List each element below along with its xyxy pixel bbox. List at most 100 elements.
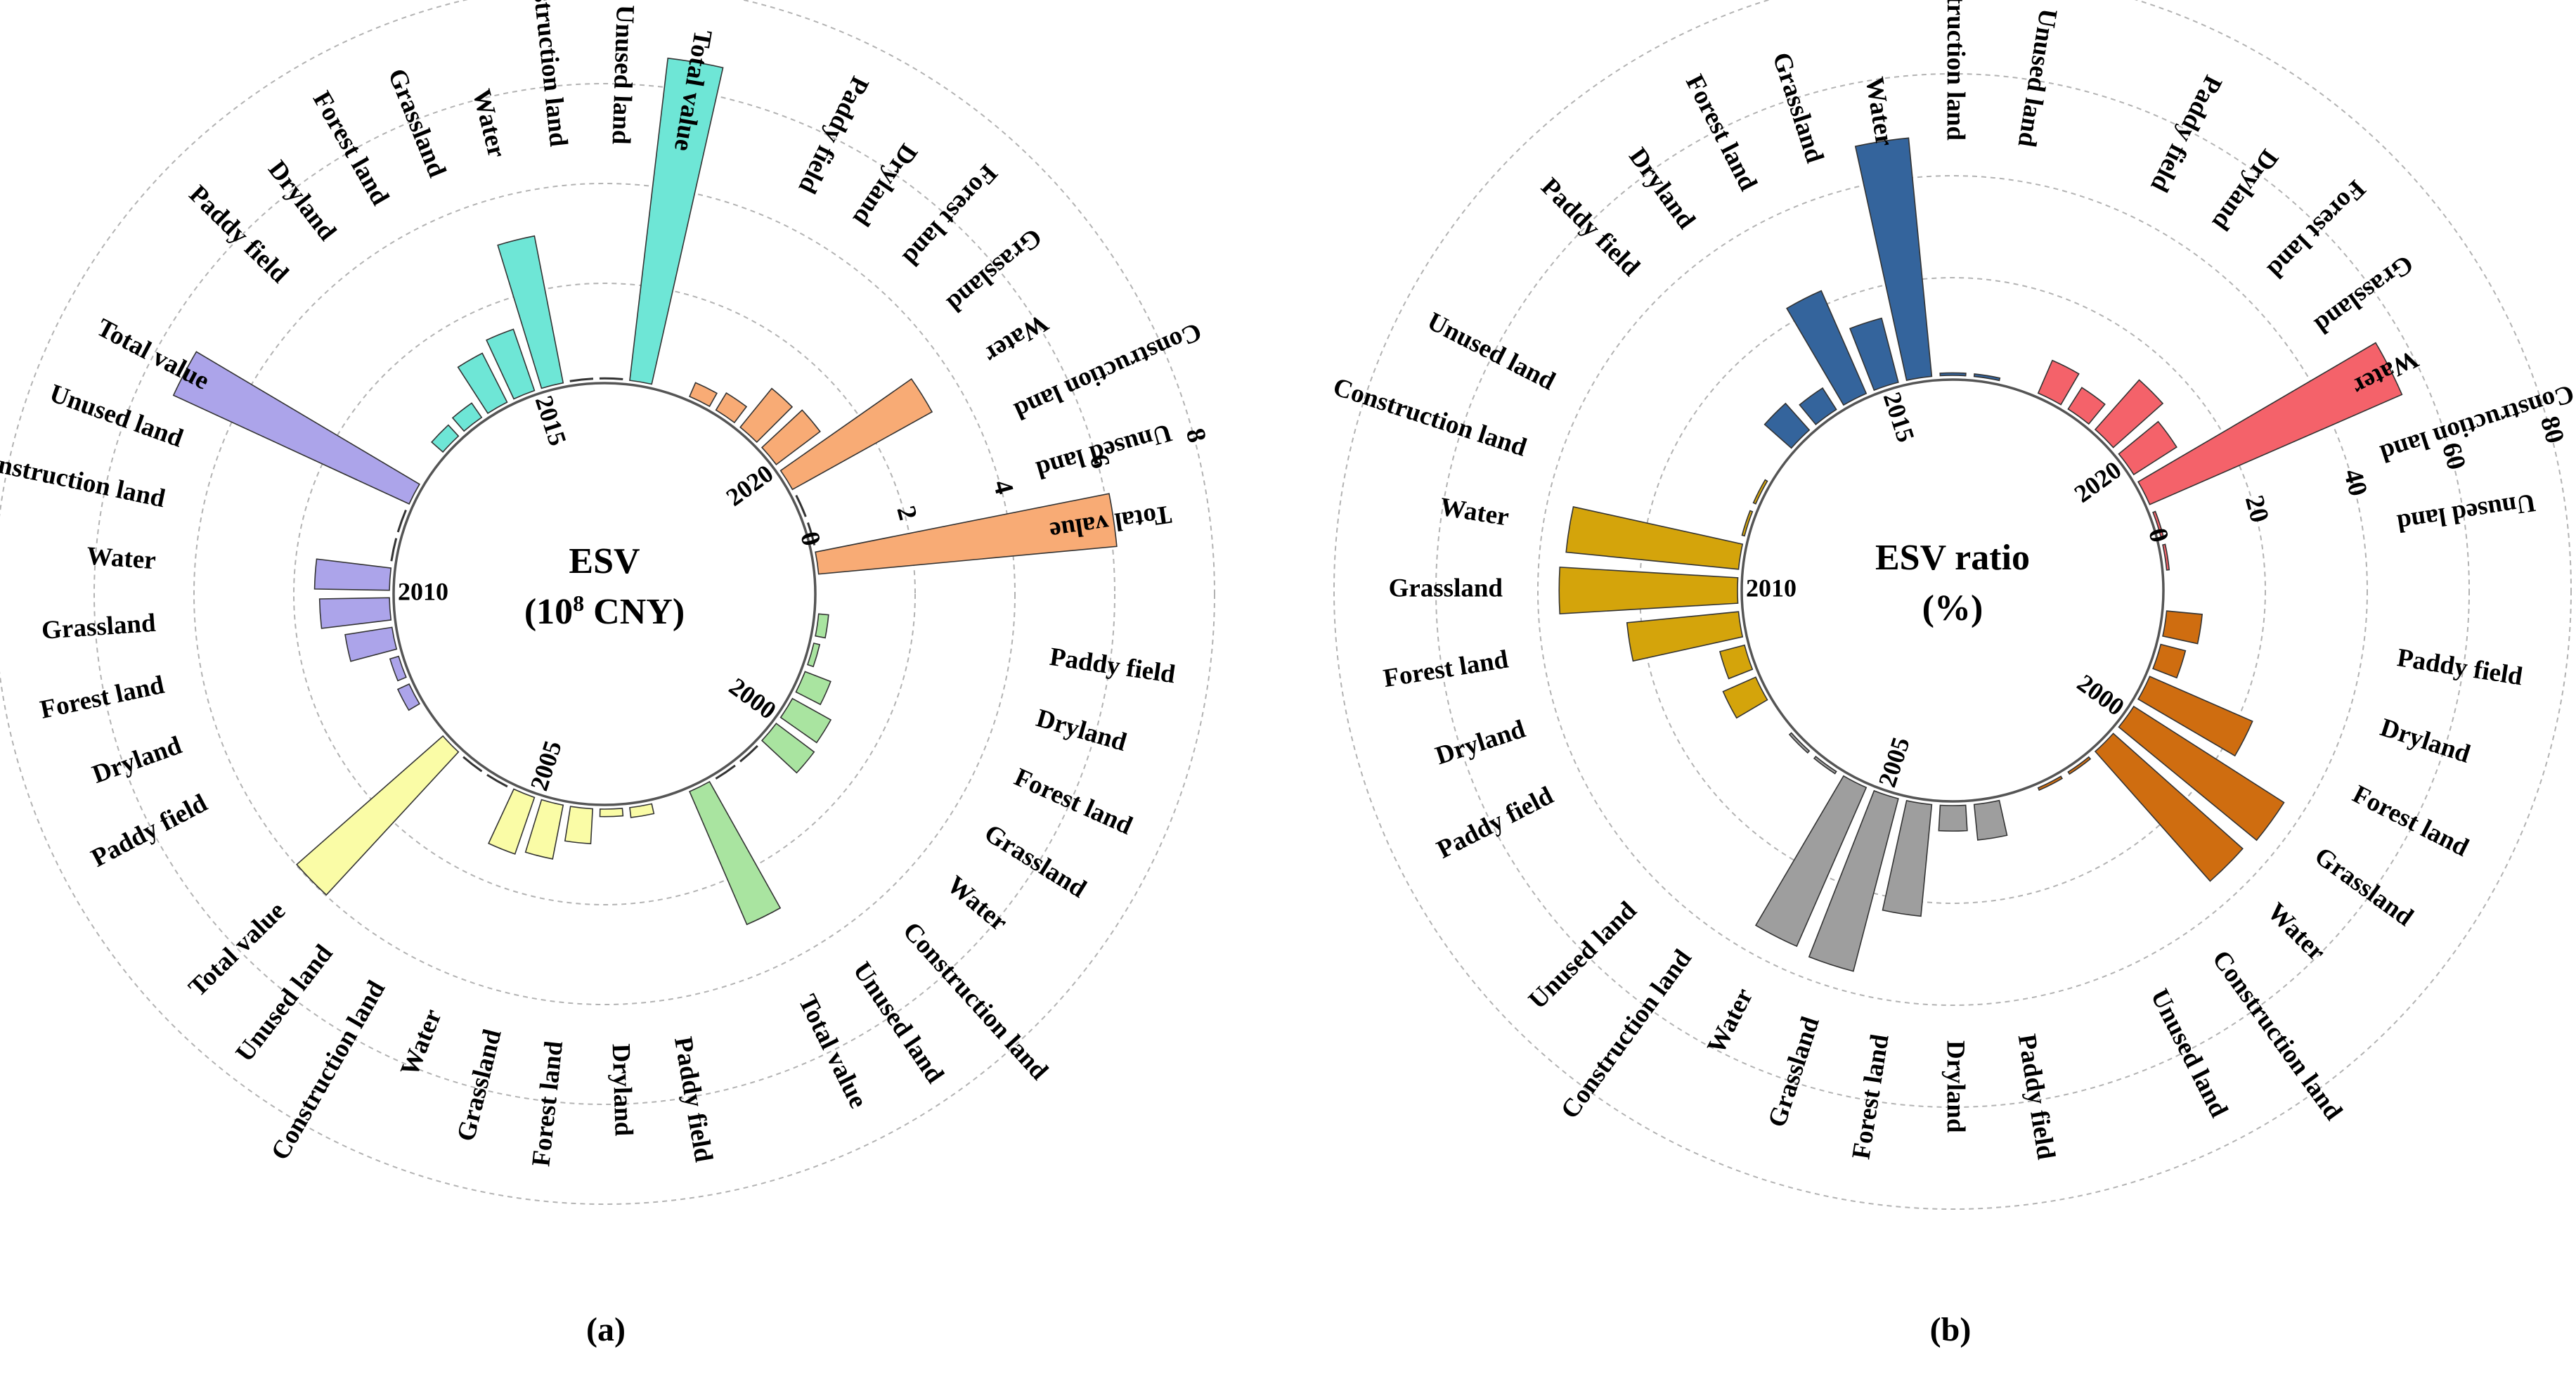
bar-2005-water	[488, 788, 536, 855]
bar-2000-grassland	[779, 697, 832, 744]
bar-2000-dryland	[2152, 643, 2187, 679]
bar-2005-unused-land	[462, 756, 483, 773]
center-subtitle-sup: 8	[573, 590, 584, 616]
bar-2015-grassland	[486, 328, 536, 400]
center-title: ESV	[569, 541, 640, 581]
bar-2020-paddy-field	[689, 382, 718, 408]
category-label-2015-paddy-field: Paddy field	[1535, 172, 1645, 282]
grid-ring-8	[0, 0, 1215, 1205]
bar-2020-unused-land	[2162, 543, 2170, 571]
bar-2000-total-value	[689, 780, 782, 926]
bar-2010-grassland	[1558, 567, 1739, 614]
bar-2000-dryland	[807, 643, 821, 668]
grid-ring-6	[93, 83, 1115, 1105]
year-label-2005: 2005	[1873, 734, 1915, 791]
bar-2015-total-value	[629, 57, 724, 385]
category-label-2010-forest-land: Forest land	[1381, 645, 1510, 693]
bar-2015-water	[497, 235, 564, 389]
bar-2000-construction-land	[2067, 756, 2092, 775]
bar-2020-total-value	[815, 493, 1118, 575]
category-label-2000-dryland: Dryland	[1033, 704, 1130, 757]
category-label-2015-water: Water	[1860, 75, 1899, 148]
year-label-2010: 2010	[1746, 574, 1797, 602]
category-label-2020-unused-land: Unused land	[1033, 418, 1174, 484]
bar-2015-forest-land	[1786, 290, 1868, 406]
bar-2015-construction-land	[569, 377, 594, 382]
category-label-2005-grassland: Grassland	[1763, 1013, 1825, 1131]
bar-2010-grassland	[318, 597, 392, 629]
grid-ring-2	[293, 283, 916, 905]
category-label-2010-paddy-field: Paddy field	[86, 789, 212, 873]
bar-2005-paddy-field	[629, 803, 655, 818]
category-label-2005-dryland: Dryland	[607, 1043, 638, 1137]
category-label-2010-paddy-field: Paddy field	[1432, 781, 1558, 865]
category-label-2010-construction-land: Construction land	[0, 444, 168, 513]
bar-2020-paddy-field	[2037, 359, 2080, 406]
bar-2000-water	[2094, 732, 2244, 882]
category-label-2005-forest-land: Forest land	[526, 1039, 569, 1168]
bar-2010-paddy-field	[1722, 676, 1768, 719]
bar-2005-grassland	[524, 799, 564, 860]
category-label-2015-unused-land: Unused land	[2012, 6, 2062, 149]
center-subtitle-suffix: CNY)	[584, 592, 685, 632]
category-label-2000-dryland: Dryland	[2377, 713, 2474, 769]
panel-b-label: (b)	[1930, 1311, 1972, 1348]
bar-2010-construction-land	[390, 538, 398, 562]
bar-2020-construction-land	[795, 494, 807, 517]
bar-2000-grassland	[2118, 705, 2285, 841]
grid-ring-40	[1537, 175, 2368, 1006]
category-label-2005-paddy-field: Paddy field	[2012, 1032, 2061, 1162]
grid-ring-60	[1435, 73, 2470, 1108]
bar-2000-forest-land	[2137, 676, 2253, 757]
category-label-2005-paddy-field: Paddy field	[668, 1035, 718, 1165]
category-label-2010-dryland: Dryland	[1432, 714, 1529, 770]
bar-2020-forest-land	[2094, 379, 2164, 448]
bar-2005-total-value	[296, 735, 460, 896]
bar-2005-construction-land	[486, 773, 508, 788]
bar-2020-construction-land	[2152, 510, 2164, 538]
bar-2005-unused-land	[1788, 732, 1811, 754]
bar-2015-water	[1854, 137, 1933, 382]
bar-2000-unused-land	[2037, 775, 2064, 792]
category-label-2020-dryland: Dryland	[2206, 144, 2284, 236]
category-label-2000-water: Water	[2262, 897, 2331, 967]
category-label-2020-water: Water	[979, 308, 1053, 369]
bar-2010-unused-land	[1752, 479, 1768, 505]
center-subtitle: (108 CNY)	[524, 590, 685, 632]
bar-2010-forest-land	[344, 626, 398, 662]
category-label-2015-dryland: Dryland	[262, 155, 342, 246]
bar-2005-construction-land	[1813, 756, 1837, 775]
category-label-2010-water: Water	[1438, 493, 1511, 532]
category-label-2000-forest-land: Forest land	[1010, 763, 1137, 841]
axis-tick-label-8: 8	[1180, 425, 1212, 446]
bar-2015-construction-land	[1939, 372, 1967, 377]
bar-2005-forest-land	[1882, 799, 1933, 917]
bar-2010-water	[313, 558, 392, 591]
category-label-2015-water: Water	[467, 86, 512, 161]
bar-2010-paddy-field	[396, 683, 420, 711]
bar-2005-forest-land	[564, 806, 594, 845]
bar-2010-dryland	[389, 655, 407, 682]
category-label-2020-grassland: Grassland	[2309, 249, 2419, 340]
category-label-2015-grassland: Grassland	[1766, 49, 1829, 167]
category-label-2005-dryland: Dryland	[1941, 1040, 1970, 1133]
grid-ring-80	[1333, 0, 2572, 1210]
category-label-2015-forest-land: Forest land	[307, 86, 395, 210]
category-label-2010-water: Water	[86, 542, 157, 576]
bar-2000-unused-land	[715, 764, 736, 780]
bar-2015-dryland	[1799, 387, 1837, 425]
bar-2015-unused-land	[1973, 373, 2001, 382]
category-label-2005-water: Water	[1702, 983, 1759, 1058]
category-label-2010-grassland: Grassland	[1389, 574, 1503, 602]
category-label-2000-grassland: Grassland	[979, 819, 1092, 904]
bar-2020-forest-land	[739, 387, 794, 444]
category-label-2005-total-value: Total value	[183, 896, 291, 1002]
bar-2020-water	[779, 377, 933, 491]
center-subtitle-prefix: (10	[524, 592, 573, 632]
year-label-2020: 2020	[721, 459, 779, 512]
category-label-2005-water: Water	[395, 1005, 448, 1080]
category-label-2015-forest-land: Forest land	[1680, 70, 1763, 196]
bar-2015-forest-land	[457, 352, 508, 415]
